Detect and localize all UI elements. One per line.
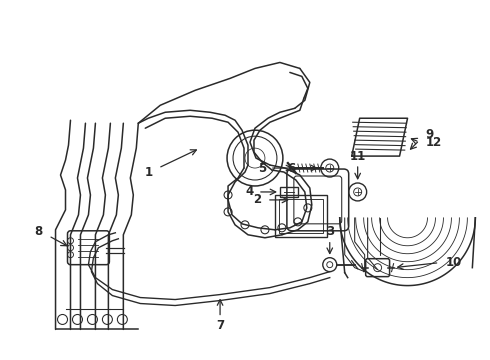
Text: 7: 7	[216, 319, 224, 332]
Text: 9: 9	[425, 128, 434, 141]
Text: 6: 6	[288, 162, 296, 175]
Text: 1: 1	[144, 166, 152, 179]
Bar	[279, 199, 323, 233]
Text: 2: 2	[253, 193, 261, 206]
Bar	[280, 187, 298, 197]
Text: 10: 10	[445, 256, 462, 269]
Text: 3: 3	[326, 225, 334, 238]
Text: 8: 8	[34, 225, 43, 238]
Text: 5: 5	[258, 162, 266, 175]
Text: 4: 4	[246, 185, 254, 198]
Text: 12: 12	[425, 136, 442, 149]
Bar	[275, 195, 327, 237]
Text: 11: 11	[349, 150, 366, 163]
